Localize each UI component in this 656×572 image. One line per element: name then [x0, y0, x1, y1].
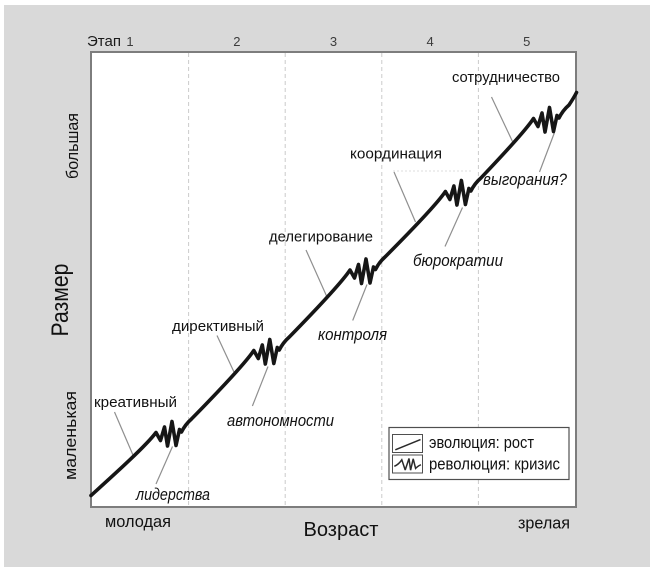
svg-text:Размер: Размер — [47, 264, 74, 337]
svg-text:директивный: директивный — [172, 318, 264, 335]
svg-text:бюрократии: бюрократии — [413, 252, 503, 270]
svg-text:4: 4 — [426, 34, 433, 49]
svg-text:3: 3 — [330, 34, 337, 49]
svg-text:маленькая: маленькая — [62, 391, 80, 480]
svg-text:5: 5 — [523, 34, 530, 49]
svg-text:2: 2 — [233, 34, 240, 49]
svg-text:зрелая: зрелая — [518, 514, 570, 533]
svg-text:Возраст: Возраст — [304, 519, 379, 541]
svg-text:молодая: молодая — [105, 512, 171, 531]
svg-text:креативный: креативный — [94, 394, 177, 411]
svg-text:лидерства: лидерства — [135, 486, 210, 504]
svg-text:координация: координация — [350, 146, 442, 163]
svg-text:1: 1 — [126, 34, 133, 49]
svg-text:автономности: автономности — [227, 412, 334, 430]
svg-text:большая: большая — [64, 113, 82, 179]
svg-text:сотрудничество: сотрудничество — [452, 69, 560, 86]
svg-text:делегирование: делегирование — [269, 229, 373, 246]
svg-text:контроля: контроля — [318, 326, 387, 344]
svg-text:эволюция: рост: эволюция: рост — [429, 434, 534, 452]
svg-text:Этап: Этап — [87, 33, 121, 50]
svg-text:выгорания?: выгорания? — [483, 171, 568, 189]
svg-text:революция: кризис: революция: кризис — [429, 456, 560, 474]
